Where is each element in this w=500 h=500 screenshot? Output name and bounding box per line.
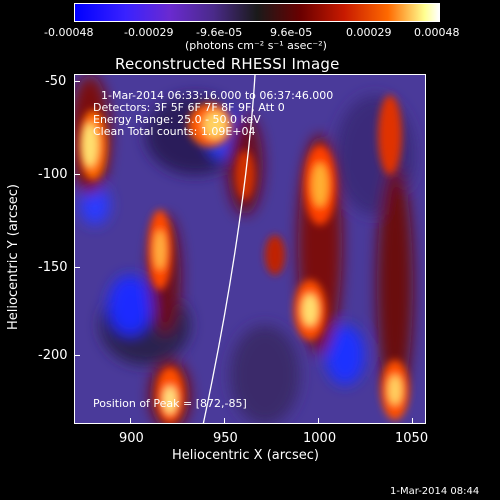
x-tick-label: 950 (213, 431, 238, 446)
x-axis-label: Heliocentric X (arcsec) (172, 448, 319, 463)
x-tick-mark (412, 418, 413, 424)
colorbar-tick-label: -0.00029 (124, 26, 174, 39)
plot-title: Reconstructed RHESSI Image (115, 55, 340, 73)
footer-timestamp: 1-Mar-2014 08:44 (390, 486, 480, 497)
colorbar-tick-labels: -0.00048 -0.00029 -9.6e-05 9.6e-05 0.000… (0, 27, 500, 41)
colorbar-tick-label: -0.00048 (44, 26, 94, 39)
y-tick-label: -100 (38, 167, 68, 182)
colorbar-tick-label: -9.6e-05 (196, 26, 243, 39)
y-tick-label: -150 (38, 260, 68, 275)
rhessi-image: 1-Mar-2014 06:33:16.000 to 06:37:46.000 … (74, 74, 426, 424)
annotation-detectors: Detectors: 3F 5F 6F 7F 8F 9F, Att 0 (93, 101, 285, 114)
y-tick-label: -50 (45, 74, 67, 89)
x-tick-mark (318, 418, 319, 424)
y-tick-mark (74, 355, 80, 356)
y-tick-mark (74, 81, 80, 82)
y-axis-label: Heliocentric Y (arcsec) (6, 184, 21, 330)
rhessi-heatmap-svg (75, 75, 425, 423)
y-tick-mark (74, 267, 80, 268)
x-tick-label: 900 (119, 431, 144, 446)
x-tick-mark (224, 418, 225, 424)
x-tick-mark (130, 418, 131, 424)
colorbar-tick-label: 0.00029 (346, 26, 392, 39)
y-tick-label: -200 (38, 348, 68, 363)
solar-limb-line (202, 75, 256, 423)
annotation-energy: Energy Range: 25.0 - 50.0 keV (93, 113, 261, 126)
colorbar (74, 3, 440, 22)
annotation-clean: Clean Total counts: 1.09E+04 (93, 125, 256, 138)
x-tick-label: 1000 (303, 431, 337, 446)
y-tick-mark (74, 174, 80, 175)
annotation-time: 1-Mar-2014 06:33:16.000 to 06:37:46.000 (101, 89, 334, 102)
annotation-peak: Position of Peak = [872,-85] (93, 397, 247, 410)
colorbar-units: (photons cm⁻² s⁻¹ asec⁻²) (185, 39, 327, 52)
x-tick-label: 1050 (395, 431, 429, 446)
colorbar-tick-label: 0.00048 (414, 26, 460, 39)
colorbar-tick-label: 9.6e-05 (270, 26, 313, 39)
